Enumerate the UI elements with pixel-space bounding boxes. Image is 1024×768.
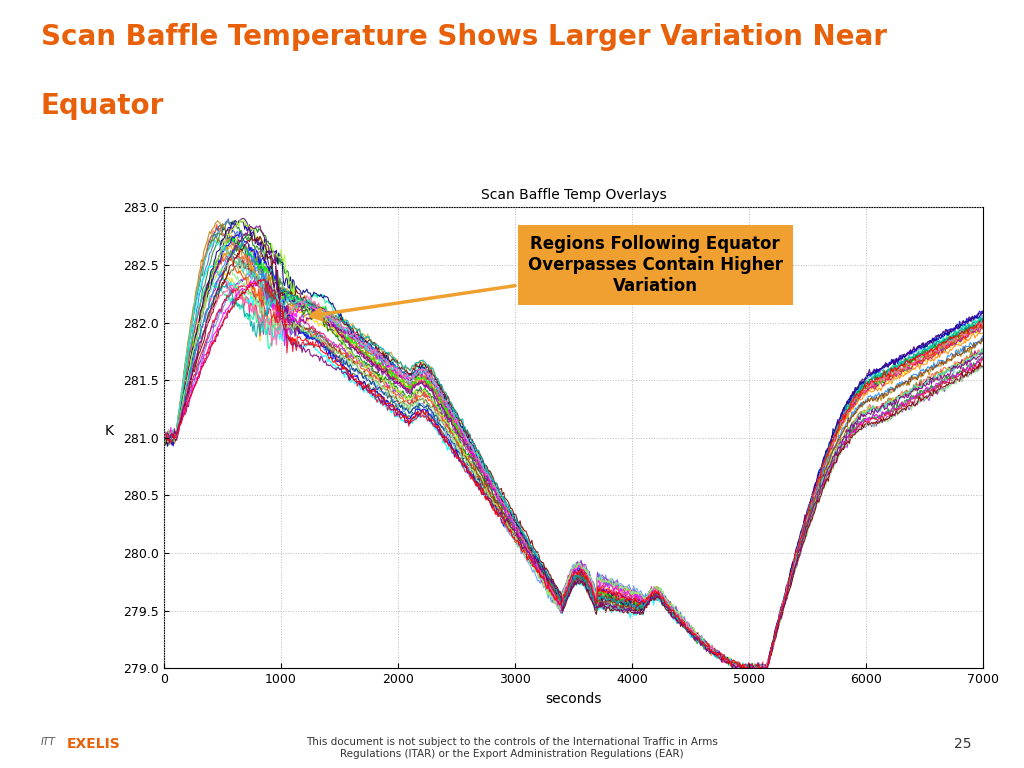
Text: Regions Following Equator
Overpasses Contain Higher
Variation: Regions Following Equator Overpasses Con… [311,235,783,319]
Title: Scan Baffle Temp Overlays: Scan Baffle Temp Overlays [480,188,667,202]
Text: This document is not subject to the controls of the International Traffic in Arm: This document is not subject to the cont… [306,737,718,759]
Text: 25: 25 [953,737,972,751]
Y-axis label: K: K [104,424,114,438]
Text: Equator: Equator [41,92,164,120]
Text: ITT: ITT [41,737,56,747]
Text: Scan Baffle Temperature Shows Larger Variation Near: Scan Baffle Temperature Shows Larger Var… [41,23,887,51]
X-axis label: seconds: seconds [545,691,602,706]
Text: EXELIS: EXELIS [67,737,120,751]
